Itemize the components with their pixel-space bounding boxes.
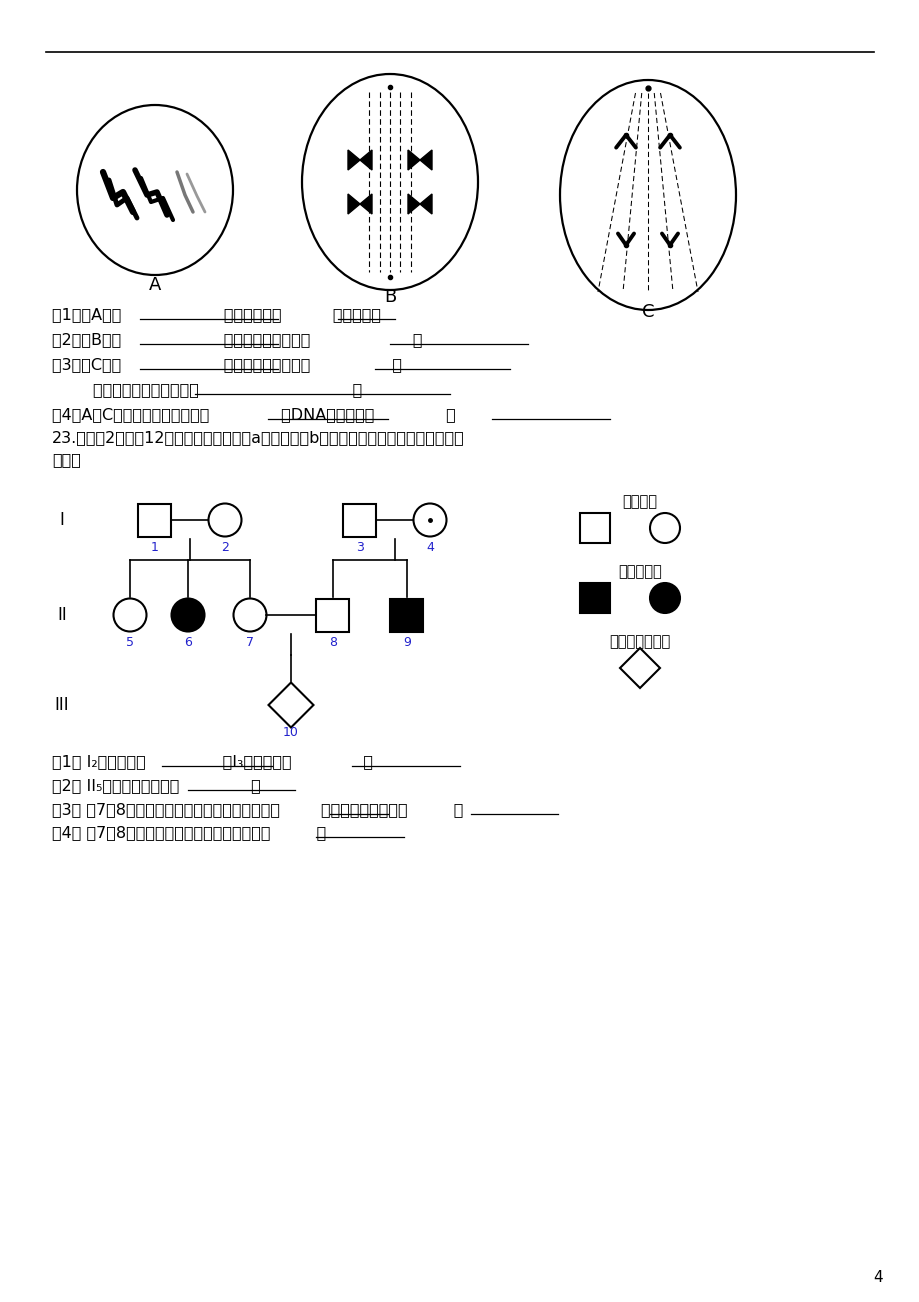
Text: （2）图B处于                    期，此细胞的名称是                    。: （2）图B处于 期，此细胞的名称是 。: [52, 332, 422, 348]
Text: 问题。: 问题。: [52, 453, 81, 467]
Text: 正常男女: 正常男女: [622, 495, 657, 509]
Text: C: C: [641, 303, 653, 322]
Text: II: II: [57, 605, 67, 624]
Polygon shape: [420, 150, 432, 171]
Polygon shape: [268, 682, 313, 728]
Bar: [316, 599, 349, 631]
Polygon shape: [407, 150, 420, 171]
Bar: [343, 504, 376, 536]
Text: 1: 1: [151, 542, 159, 553]
Polygon shape: [619, 648, 659, 687]
Text: 4: 4: [872, 1271, 882, 1285]
Text: 2: 2: [221, 542, 229, 553]
Circle shape: [233, 599, 267, 631]
Text: 6: 6: [184, 635, 192, 648]
Text: （3） 若7和8再生一个小孩，两病都没有的几率是        ；两病都有的几率是         。: （3） 若7和8再生一个小孩，两病都没有的几率是 ；两病都有的几率是 。: [52, 802, 463, 818]
Text: 10: 10: [283, 727, 299, 740]
Polygon shape: [347, 194, 359, 214]
Text: 3: 3: [356, 542, 364, 553]
Text: （4） 若7和8再生一个男孩，两病都有的几率是         。: （4） 若7和8再生一个男孩，两病都有的几率是 。: [52, 825, 326, 841]
Circle shape: [209, 504, 241, 536]
Text: A: A: [149, 276, 161, 294]
Text: 9: 9: [403, 635, 411, 648]
Polygon shape: [359, 194, 371, 214]
Circle shape: [113, 599, 146, 631]
Bar: [139, 504, 171, 536]
Text: 7: 7: [245, 635, 254, 648]
Circle shape: [413, 504, 446, 536]
Circle shape: [650, 583, 679, 613]
Polygon shape: [407, 194, 420, 214]
Text: B: B: [383, 288, 396, 306]
Polygon shape: [359, 150, 371, 171]
Bar: [579, 583, 609, 613]
Text: 白化兼色盲男女: 白化兼色盲男女: [608, 634, 670, 650]
Text: （3）图C处于                    期，此细胞的名称是                ，: （3）图C处于 期，此细胞的名称是 ，: [52, 358, 402, 372]
Circle shape: [171, 599, 204, 631]
Text: I: I: [60, 510, 64, 529]
Circle shape: [650, 513, 679, 543]
Text: 23.（每剠2分，內12分）下图是白化病（a）和色盲（b）的遍传系谱图，请据图回答下列: 23.（每剠2分，內12分）下图是白化病（a）和色盲（b）的遍传系谱图，请据图回…: [52, 431, 464, 445]
Text: 5: 5: [126, 635, 134, 648]
Polygon shape: [420, 194, 432, 214]
Text: 4: 4: [425, 542, 434, 553]
Text: （4）A、C两图中染色体数之比为              ，DNA数量之比为              。: （4）A、C两图中染色体数之比为 ，DNA数量之比为 。: [52, 408, 455, 423]
Bar: [579, 513, 609, 543]
Text: 它分裂后得到的子细胞为                              。: 它分裂后得到的子细胞为 。: [52, 383, 362, 397]
Text: 白化病男女: 白化病男女: [618, 565, 661, 579]
Text: 8: 8: [329, 635, 336, 648]
Text: （1） I₂的基因型是               ；I₃的基因型是              。: （1） I₂的基因型是 ；I₃的基因型是 。: [52, 754, 372, 769]
Text: （1）图A处于                    期。细胞中有          个四分体。: （1）图A处于 期。细胞中有 个四分体。: [52, 307, 380, 323]
Text: III: III: [54, 697, 69, 713]
Bar: [390, 599, 423, 631]
Polygon shape: [347, 150, 359, 171]
Text: （2） II₅是纯合子的几率是              。: （2） II₅是纯合子的几率是 。: [52, 779, 260, 793]
